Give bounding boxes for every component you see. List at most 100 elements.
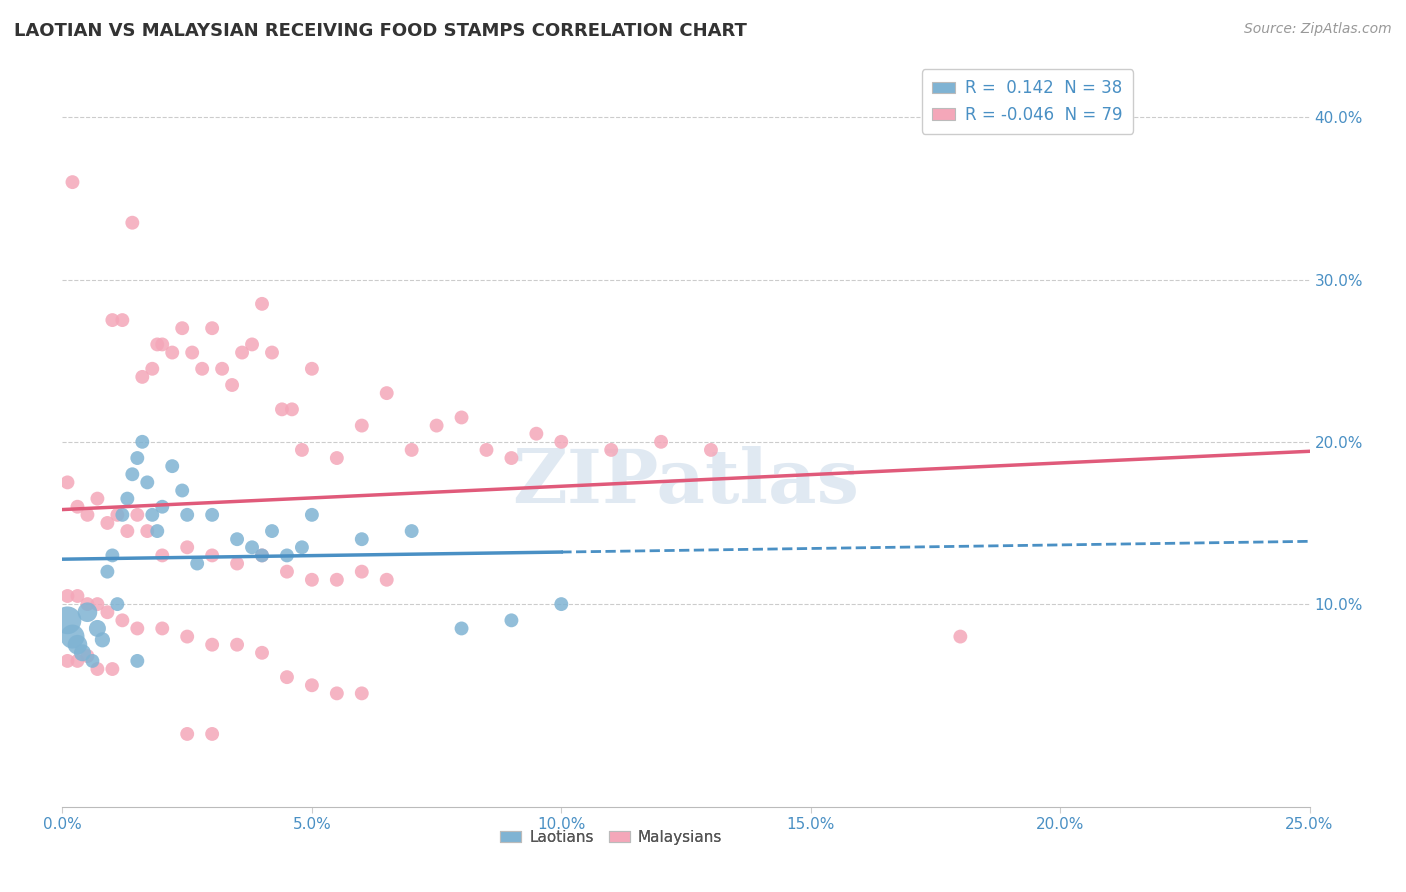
Point [426, 418, 449, 433]
Point [350, 565, 373, 579]
Point [96, 605, 118, 619]
Point [76, 605, 98, 619]
Point [250, 297, 273, 311]
Point [86, 597, 108, 611]
Point [260, 524, 283, 538]
Point [301, 508, 323, 522]
Point [150, 500, 173, 514]
Legend: Laotians, Malaysians: Laotians, Malaysians [494, 824, 728, 851]
Point [201, 321, 224, 335]
Point [86, 622, 108, 636]
Point [117, 491, 139, 506]
Point [226, 532, 249, 546]
Point [150, 549, 173, 563]
Point [291, 442, 314, 457]
Point [172, 321, 194, 335]
Point [250, 646, 273, 660]
Point [121, 467, 143, 482]
Point [240, 337, 263, 351]
Point [131, 434, 153, 449]
Point [301, 573, 323, 587]
Point [326, 573, 349, 587]
Point [226, 557, 249, 571]
Point [131, 370, 153, 384]
Point [146, 524, 169, 538]
Point [66, 589, 89, 603]
Point [96, 565, 118, 579]
Point [276, 549, 298, 563]
Point [281, 402, 304, 417]
Point [475, 442, 498, 457]
Point [240, 541, 263, 555]
Point [301, 678, 323, 692]
Point [201, 508, 224, 522]
Point [136, 475, 159, 490]
Point [276, 670, 298, 684]
Point [111, 508, 134, 522]
Point [160, 345, 183, 359]
Point [111, 613, 134, 627]
Point [176, 541, 198, 555]
Point [105, 508, 128, 522]
Point [276, 565, 298, 579]
Point [176, 727, 198, 741]
Point [62, 175, 84, 189]
Point [141, 508, 163, 522]
Point [231, 345, 253, 359]
Point [326, 686, 349, 700]
Point [141, 361, 163, 376]
Text: ZIPatlas: ZIPatlas [513, 446, 859, 518]
Point [111, 313, 134, 327]
Text: Source: ZipAtlas.com: Source: ZipAtlas.com [1244, 22, 1392, 37]
Point [96, 516, 118, 530]
Text: LAOTIAN VS MALAYSIAN RECEIVING FOOD STAMPS CORRELATION CHART: LAOTIAN VS MALAYSIAN RECEIVING FOOD STAM… [14, 22, 747, 40]
Point [650, 434, 672, 449]
Point [226, 638, 249, 652]
Point [56, 589, 79, 603]
Point [101, 313, 124, 327]
Point [181, 345, 204, 359]
Point [260, 345, 283, 359]
Point [350, 418, 373, 433]
Point [524, 426, 547, 441]
Point [76, 597, 98, 611]
Point [127, 622, 149, 636]
Point [66, 654, 89, 668]
Point [172, 483, 194, 498]
Point [56, 654, 79, 668]
Point [72, 646, 94, 660]
Point [56, 475, 79, 490]
Point [127, 508, 149, 522]
Point [56, 613, 79, 627]
Point [949, 630, 972, 644]
Point [136, 524, 159, 538]
Point [550, 597, 572, 611]
Point [101, 549, 124, 563]
Point [86, 491, 108, 506]
Point [550, 434, 572, 449]
Point [201, 549, 224, 563]
Point [450, 622, 472, 636]
Point [350, 686, 373, 700]
Point [91, 632, 114, 647]
Point [375, 386, 398, 401]
Point [66, 500, 89, 514]
Point [201, 638, 224, 652]
Point [600, 442, 623, 457]
Point [176, 508, 198, 522]
Point [127, 450, 149, 465]
Point [271, 402, 294, 417]
Point [62, 630, 84, 644]
Point [117, 524, 139, 538]
Point [76, 508, 98, 522]
Point [105, 597, 128, 611]
Point [221, 378, 243, 392]
Point [160, 459, 183, 474]
Point [191, 361, 214, 376]
Point [250, 549, 273, 563]
Point [291, 541, 314, 555]
Point [66, 638, 89, 652]
Point [150, 337, 173, 351]
Point [146, 337, 169, 351]
Point [401, 442, 423, 457]
